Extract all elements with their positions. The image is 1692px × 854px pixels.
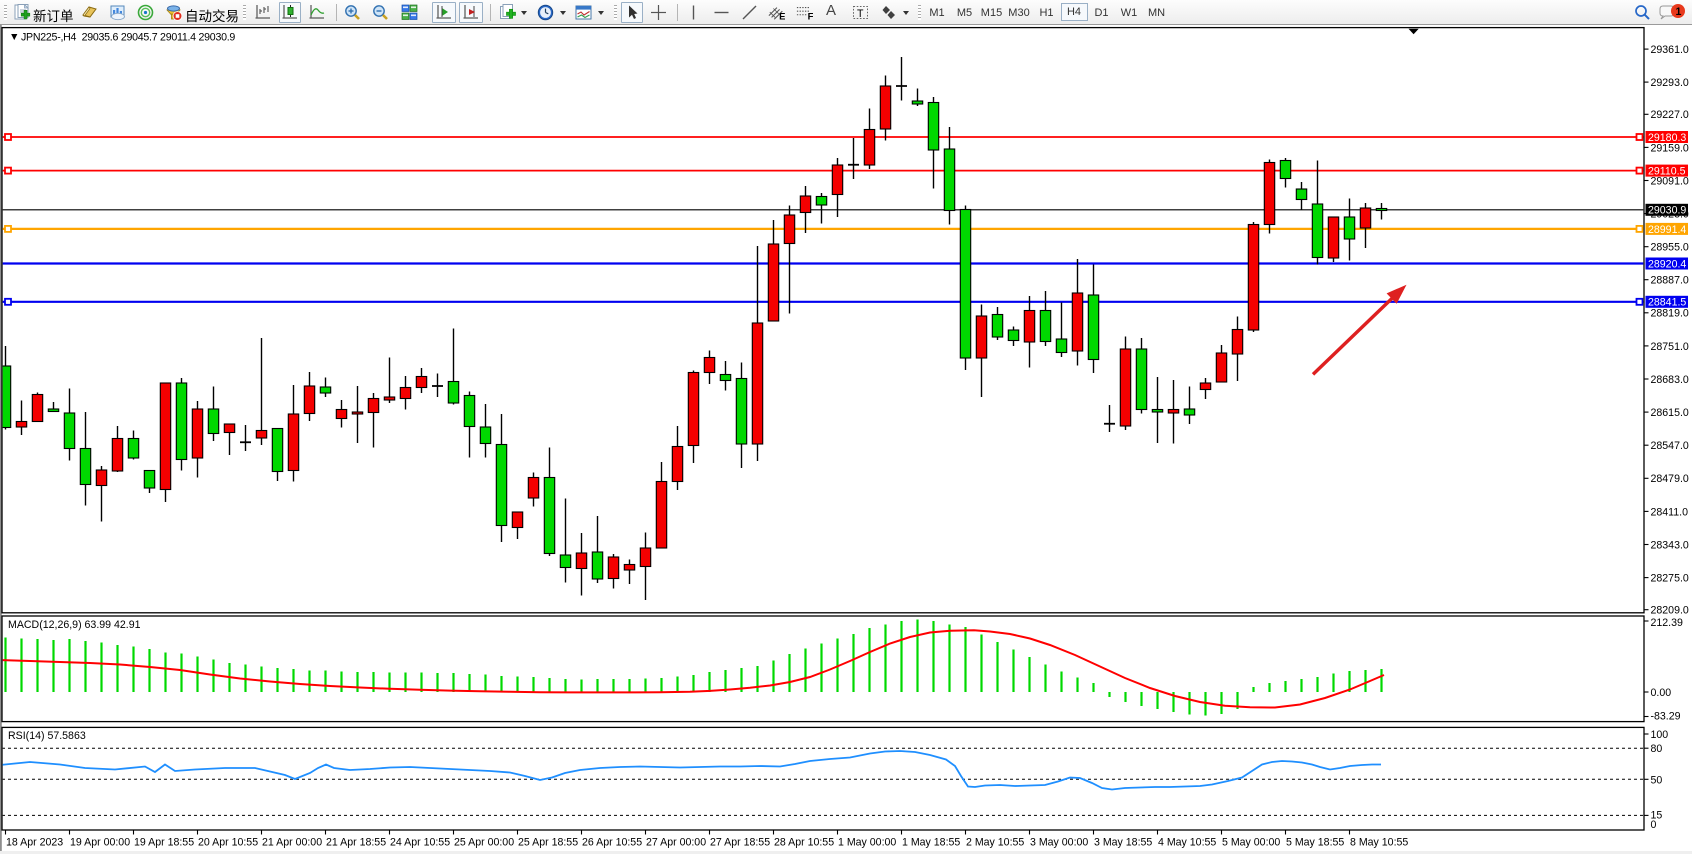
svg-text:28819.0: 28819.0: [1651, 308, 1689, 320]
svg-text:28479.0: 28479.0: [1651, 473, 1689, 485]
svg-text:▼: ▼: [9, 31, 20, 43]
svg-text:50: 50: [1651, 774, 1663, 786]
svg-text:4 May 10:55: 4 May 10:55: [1158, 837, 1216, 849]
svg-text:25 Apr 18:55: 25 Apr 18:55: [518, 837, 578, 849]
svg-text:T: T: [857, 8, 864, 20]
svg-text:29159.0: 29159.0: [1651, 142, 1689, 154]
svg-text:19 Apr 00:00: 19 Apr 00:00: [70, 837, 130, 849]
svg-text:8 May 10:55: 8 May 10:55: [1350, 837, 1408, 849]
svg-text:5 May 18:55: 5 May 18:55: [1286, 837, 1344, 849]
svg-text:24 Apr 10:55: 24 Apr 10:55: [390, 837, 450, 849]
svg-text:1: 1: [1676, 6, 1682, 18]
svg-text:29030.9: 29030.9: [1648, 205, 1686, 217]
svg-text:28991.4: 28991.4: [1648, 224, 1686, 236]
svg-text:3 May 18:55: 3 May 18:55: [1094, 837, 1152, 849]
svg-text:100: 100: [1651, 729, 1669, 741]
svg-text:MACD(12,26,9) 63.99 42.91: MACD(12,26,9) 63.99 42.91: [8, 619, 141, 631]
svg-text:29227.0: 29227.0: [1651, 109, 1689, 121]
svg-text:28275.0: 28275.0: [1651, 573, 1689, 585]
svg-text:21 Apr 00:00: 21 Apr 00:00: [262, 837, 322, 849]
svg-text:29091.0: 29091.0: [1651, 175, 1689, 187]
svg-text:5 May 00:00: 5 May 00:00: [1222, 837, 1280, 849]
svg-text:29293.0: 29293.0: [1651, 77, 1689, 89]
svg-text:28920.4: 28920.4: [1648, 258, 1686, 270]
svg-text:80: 80: [1651, 743, 1663, 755]
svg-text:28841.5: 28841.5: [1648, 297, 1686, 309]
svg-text:29110.5: 29110.5: [1648, 166, 1686, 178]
svg-text:3 May 00:00: 3 May 00:00: [1030, 837, 1088, 849]
svg-text:20 Apr 10:55: 20 Apr 10:55: [198, 837, 258, 849]
svg-text:29361.0: 29361.0: [1651, 44, 1689, 56]
svg-text:28 Apr 10:55: 28 Apr 10:55: [774, 837, 834, 849]
svg-text:28683.0: 28683.0: [1651, 374, 1689, 386]
svg-text:28955.0: 28955.0: [1651, 242, 1689, 254]
svg-text:0.00: 0.00: [1651, 687, 1672, 699]
svg-text:19 Apr 18:55: 19 Apr 18:55: [134, 837, 194, 849]
svg-text:212.39: 212.39: [1651, 617, 1684, 629]
svg-text:27 Apr 00:00: 27 Apr 00:00: [646, 837, 706, 849]
svg-text:1 May 18:55: 1 May 18:55: [902, 837, 960, 849]
svg-text:28615.0: 28615.0: [1651, 407, 1689, 419]
svg-text:28343.0: 28343.0: [1651, 539, 1689, 551]
svg-text:RSI(14) 57.5863: RSI(14) 57.5863: [8, 730, 86, 742]
svg-text:E: E: [779, 12, 785, 21]
svg-text:25 Apr 00:00: 25 Apr 00:00: [454, 837, 514, 849]
svg-text:JPN225-,H4 29035.6 29045.7 29: JPN225-,H4 29035.6 29045.7 29011.4 29030…: [21, 32, 235, 44]
svg-text:0: 0: [1651, 819, 1657, 831]
svg-text:F: F: [808, 12, 813, 21]
svg-text:28209.0: 28209.0: [1651, 605, 1689, 617]
svg-text:28547.0: 28547.0: [1651, 440, 1689, 452]
svg-text:29180.3: 29180.3: [1648, 132, 1686, 144]
svg-text:21 Apr 18:55: 21 Apr 18:55: [326, 837, 386, 849]
svg-text:28411.0: 28411.0: [1651, 506, 1689, 518]
svg-text:15: 15: [1651, 809, 1663, 821]
svg-text:18 Apr 2023: 18 Apr 2023: [6, 837, 63, 849]
svg-text:26 Apr 10:55: 26 Apr 10:55: [582, 837, 642, 849]
svg-text:-83.29: -83.29: [1651, 711, 1681, 723]
svg-text:2 May 10:55: 2 May 10:55: [966, 837, 1024, 849]
svg-text:1 May 00:00: 1 May 00:00: [838, 837, 896, 849]
svg-text:28751.0: 28751.0: [1651, 341, 1689, 353]
svg-text:28887.0: 28887.0: [1651, 275, 1689, 287]
svg-text:27 Apr 18:55: 27 Apr 18:55: [710, 837, 770, 849]
